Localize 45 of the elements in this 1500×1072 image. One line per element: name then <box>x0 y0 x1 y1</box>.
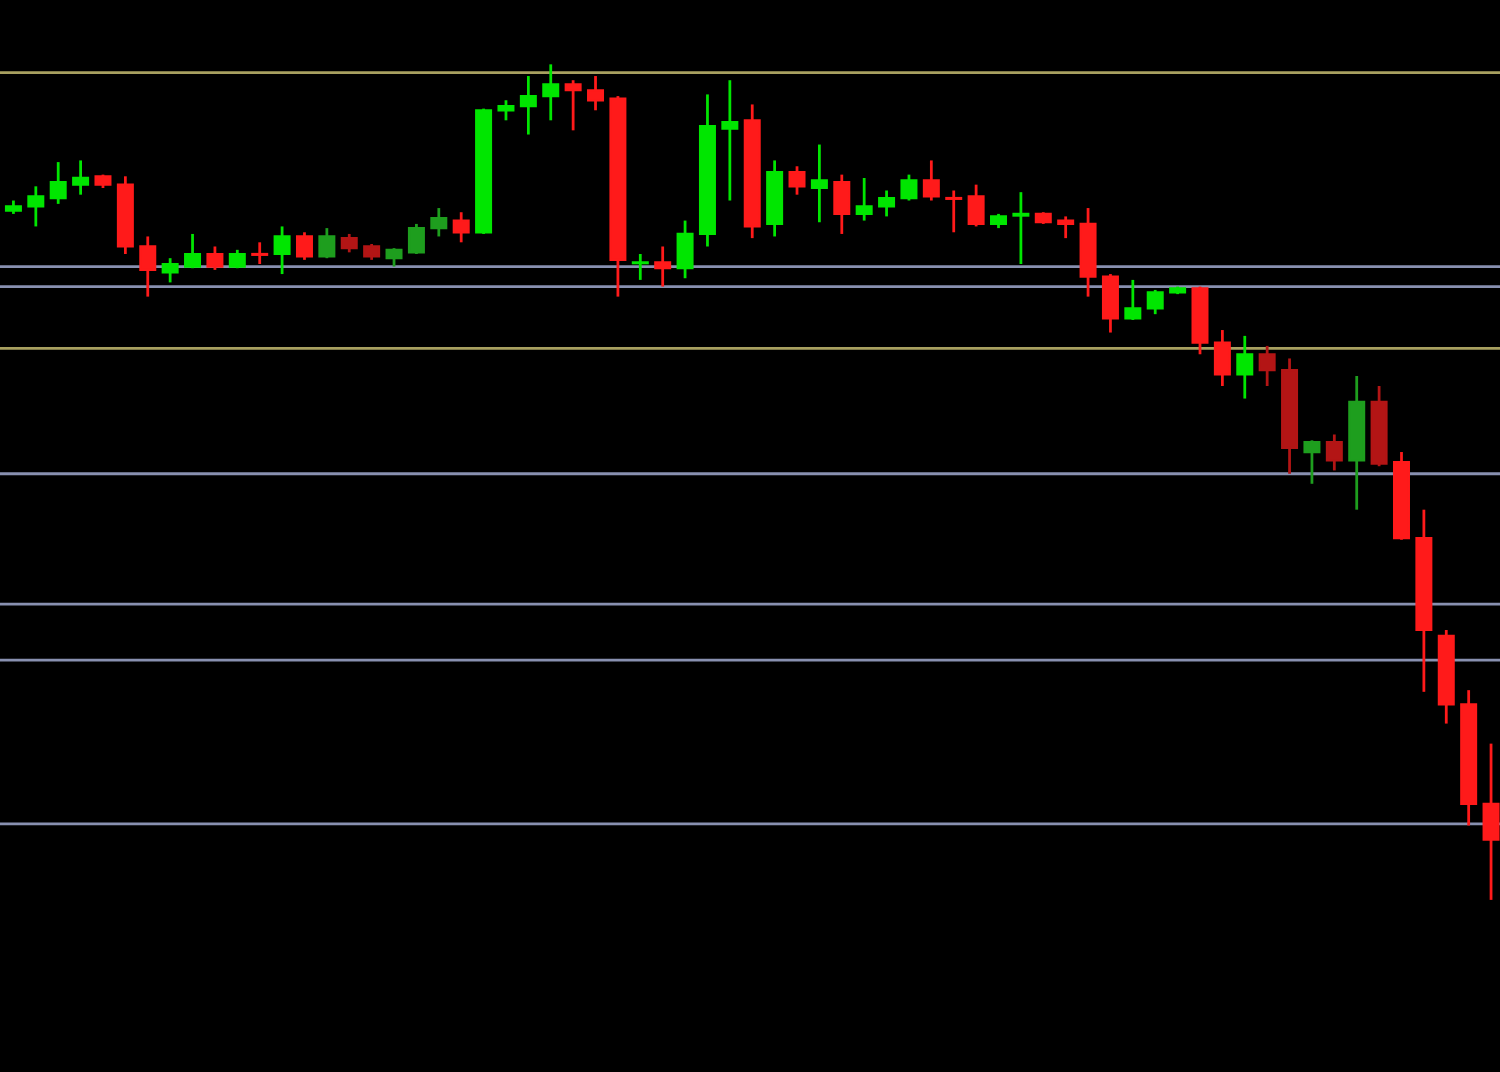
candlestick <box>1213 328 1231 388</box>
candlestick <box>206 245 224 272</box>
candlestick <box>1057 215 1075 240</box>
candlestick <box>855 176 873 222</box>
candlestick <box>1236 334 1254 400</box>
candlestick <box>1325 433 1343 472</box>
candlestick <box>385 246 403 268</box>
candlestick <box>1124 278 1142 322</box>
candlestick <box>945 189 963 234</box>
candlestick <box>1101 272 1119 334</box>
candlestick <box>318 226 336 260</box>
candlestick <box>564 78 582 132</box>
candlestick <box>631 252 649 282</box>
candlestick <box>542 62 560 122</box>
candlestick <box>1258 344 1276 388</box>
candlestick <box>788 164 806 197</box>
candlestick <box>184 232 202 270</box>
candlestick <box>519 74 537 136</box>
candlestick <box>721 78 739 202</box>
candlestick <box>340 232 358 254</box>
candlestick <box>587 74 605 112</box>
candlestick <box>273 225 291 276</box>
candlestick <box>1303 438 1321 486</box>
candlestick <box>49 160 67 206</box>
candlestick <box>430 206 448 238</box>
candlestick <box>676 219 694 280</box>
candlestick <box>27 184 45 228</box>
candlestick <box>900 173 918 202</box>
candlestick <box>1012 190 1030 266</box>
candlestick <box>967 183 985 228</box>
candlestick <box>1482 742 1500 902</box>
candlestick <box>878 189 896 218</box>
candlestick <box>251 240 269 266</box>
candlestick <box>72 159 90 197</box>
candlestick <box>1146 288 1164 316</box>
candlestick <box>497 98 515 122</box>
candlestick <box>139 235 157 299</box>
candlestick <box>922 159 940 202</box>
candlestick <box>452 210 470 244</box>
candlestick <box>654 245 672 288</box>
candlestick <box>407 222 425 256</box>
candlestick <box>833 173 851 236</box>
candlestick <box>161 256 179 284</box>
candlestick <box>295 230 313 262</box>
candlestick <box>810 143 828 224</box>
